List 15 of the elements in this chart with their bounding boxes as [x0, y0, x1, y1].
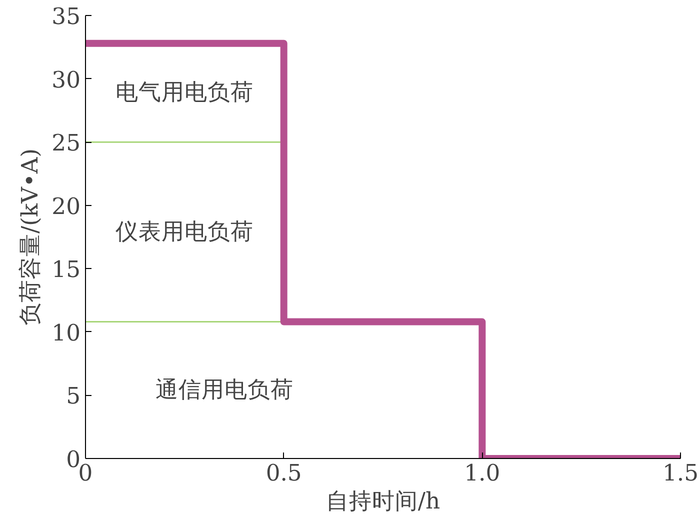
x-tick-label: 0.5 [266, 460, 302, 486]
x-tick-label: 1.5 [662, 460, 699, 486]
y-axis-title: 负荷容量/(kV•A) [18, 148, 44, 326]
y-tick-label: 30 [52, 67, 81, 94]
y-tick-label: 35 [52, 4, 81, 30]
y-tick-label: 25 [52, 130, 81, 157]
annotation: 电气用电负荷 [116, 80, 254, 106]
annotation: 通信用电负荷 [155, 377, 294, 404]
y-tick-label: 5 [66, 384, 81, 410]
y-tick-label: 20 [52, 194, 81, 220]
annotation: 仪表用电负荷 [116, 218, 254, 245]
x-axis-title: 自持时间/h [326, 488, 440, 514]
y-tick-label: 15 [52, 257, 81, 284]
y-tick-label: 10 [52, 320, 81, 346]
x-tick-label: 1.0 [464, 460, 500, 486]
